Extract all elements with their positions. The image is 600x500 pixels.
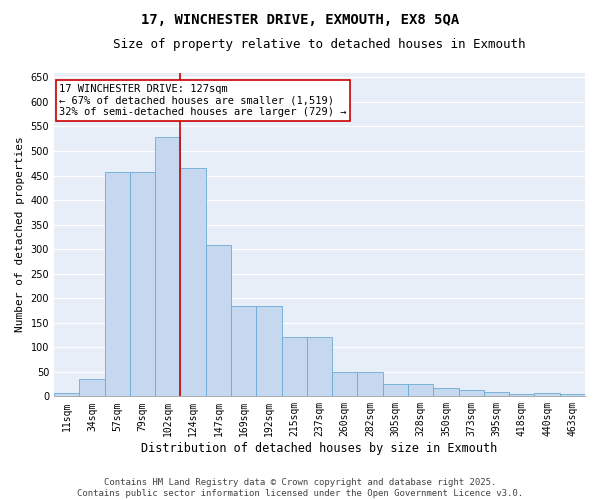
Bar bbox=[408, 384, 433, 396]
Bar bbox=[130, 172, 155, 396]
Bar bbox=[256, 306, 281, 396]
Bar bbox=[79, 379, 104, 396]
Text: 17 WINCHESTER DRIVE: 127sqm
← 67% of detached houses are smaller (1,519)
32% of : 17 WINCHESTER DRIVE: 127sqm ← 67% of det… bbox=[59, 84, 347, 117]
X-axis label: Distribution of detached houses by size in Exmouth: Distribution of detached houses by size … bbox=[142, 442, 497, 455]
Bar bbox=[104, 172, 130, 396]
Text: 17, WINCHESTER DRIVE, EXMOUTH, EX8 5QA: 17, WINCHESTER DRIVE, EXMOUTH, EX8 5QA bbox=[141, 12, 459, 26]
Bar bbox=[231, 306, 256, 396]
Text: Contains HM Land Registry data © Crown copyright and database right 2025.
Contai: Contains HM Land Registry data © Crown c… bbox=[77, 478, 523, 498]
Bar bbox=[54, 393, 79, 396]
Bar bbox=[332, 372, 358, 396]
Bar bbox=[181, 168, 206, 396]
Bar bbox=[281, 338, 307, 396]
Title: Size of property relative to detached houses in Exmouth: Size of property relative to detached ho… bbox=[113, 38, 526, 51]
Bar bbox=[307, 338, 332, 396]
Bar bbox=[509, 394, 535, 396]
Bar bbox=[433, 388, 458, 396]
Bar bbox=[484, 392, 509, 396]
Bar bbox=[535, 393, 560, 396]
Bar bbox=[155, 138, 181, 396]
Bar bbox=[358, 372, 383, 396]
Bar bbox=[560, 394, 585, 396]
Bar bbox=[458, 390, 484, 396]
Bar bbox=[383, 384, 408, 396]
Y-axis label: Number of detached properties: Number of detached properties bbox=[15, 136, 25, 332]
Bar bbox=[206, 245, 231, 396]
